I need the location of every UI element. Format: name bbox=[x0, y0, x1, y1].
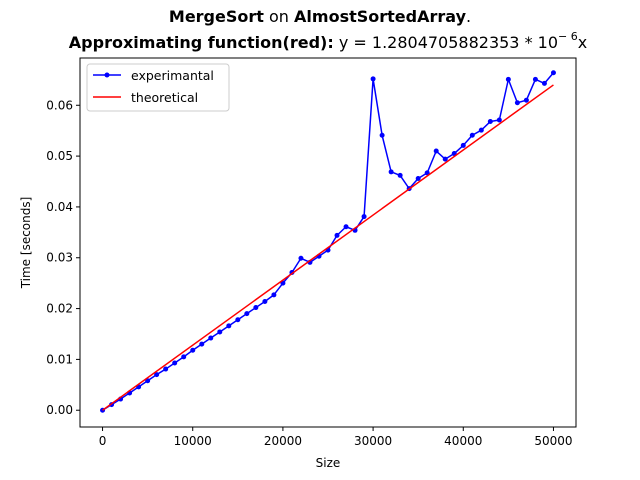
x-tick-label: 50000 bbox=[534, 434, 572, 448]
title-algorithm: MergeSort bbox=[169, 7, 264, 26]
data-point-experimantal bbox=[163, 366, 169, 372]
data-point-experimantal bbox=[388, 169, 394, 175]
y-axis-ticks: 0.00 0.01 0.02 0.03 0.04 0.05 0.06 bbox=[46, 98, 80, 417]
y-axis-label: Time [seconds] bbox=[19, 197, 33, 290]
title-dataset: AlmostSortedArray bbox=[294, 7, 467, 26]
title-formula: y = 1.2804705882353 * 10 bbox=[334, 33, 558, 52]
data-point-experimantal bbox=[181, 354, 187, 360]
data-point-experimantal bbox=[505, 76, 511, 82]
data-point-experimantal bbox=[334, 232, 340, 238]
y-tick-label: 0.00 bbox=[46, 403, 73, 417]
data-point-experimantal bbox=[415, 175, 421, 181]
series-line-theoretical bbox=[102, 84, 554, 411]
data-point-experimantal bbox=[397, 172, 403, 178]
data-point-experimantal bbox=[523, 97, 529, 103]
data-point-experimantal bbox=[478, 127, 484, 133]
data-point-experimantal bbox=[190, 347, 196, 353]
data-point-experimantal bbox=[370, 76, 376, 82]
data-point-experimantal bbox=[271, 292, 277, 298]
data-point-experimantal bbox=[343, 224, 349, 230]
y-tick-label: 0.04 bbox=[46, 200, 73, 214]
axes-frame bbox=[79, 57, 577, 428]
data-point-experimantal bbox=[469, 132, 475, 138]
data-point-experimantal bbox=[217, 329, 223, 335]
y-tick-label: 0.06 bbox=[46, 98, 73, 112]
title-variable: x bbox=[578, 33, 587, 52]
data-point-experimantal bbox=[496, 117, 502, 123]
legend-label-theoretical: theoretical bbox=[131, 90, 198, 105]
data-point-experimantal bbox=[487, 119, 493, 125]
data-point-experimantal bbox=[199, 341, 205, 347]
y-tick-label: 0.01 bbox=[46, 352, 73, 366]
legend-label-experimantal: experimantal bbox=[131, 68, 214, 83]
y-tick-label: 0.03 bbox=[46, 251, 73, 265]
plot-area bbox=[80, 58, 576, 427]
chart-title-line2: Approximating function(red): y = 1.28047… bbox=[69, 30, 587, 52]
data-point-experimantal bbox=[442, 156, 448, 162]
data-point-experimantal bbox=[541, 80, 547, 86]
title-exponent: − 6 bbox=[558, 30, 578, 43]
x-tick-label: 10000 bbox=[174, 434, 212, 448]
x-tick-label: 0 bbox=[99, 434, 107, 448]
x-axis-label: Size bbox=[316, 456, 341, 470]
legend: experimantal theoretical bbox=[86, 63, 230, 112]
data-point-experimantal bbox=[298, 255, 304, 261]
data-point-experimantal bbox=[361, 214, 367, 220]
data-point-experimantal bbox=[235, 317, 241, 323]
x-tick-label: 20000 bbox=[264, 434, 302, 448]
data-point-experimantal bbox=[379, 132, 385, 138]
title-connector: on bbox=[264, 7, 294, 26]
data-point-experimantal bbox=[253, 305, 259, 311]
data-point-experimantal bbox=[262, 298, 268, 304]
x-tick-label: 30000 bbox=[354, 434, 392, 448]
legend-marker-experimantal bbox=[104, 72, 110, 78]
x-tick-label: 40000 bbox=[444, 434, 482, 448]
title-end: . bbox=[466, 7, 471, 26]
chart-title-line1: MergeSort on AlmostSortedArray. bbox=[169, 7, 471, 26]
series-layer bbox=[100, 70, 556, 413]
data-point-experimantal bbox=[154, 372, 160, 378]
data-point-experimantal bbox=[424, 170, 430, 176]
legend-box bbox=[86, 63, 230, 112]
data-point-experimantal bbox=[172, 360, 178, 366]
data-point-experimantal bbox=[226, 323, 232, 329]
data-point-experimantal bbox=[460, 142, 466, 148]
y-tick-label: 0.02 bbox=[46, 302, 73, 316]
x-axis-ticks: 0 10000 20000 30000 40000 50000 bbox=[99, 427, 573, 448]
data-point-experimantal bbox=[550, 70, 556, 76]
y-tick-label: 0.05 bbox=[46, 149, 73, 163]
data-point-experimantal bbox=[532, 76, 538, 82]
data-point-experimantal bbox=[208, 335, 214, 341]
data-point-experimantal bbox=[244, 311, 250, 317]
title-approx-label: Approximating function(red): bbox=[69, 33, 334, 52]
data-point-experimantal bbox=[433, 148, 439, 154]
data-point-experimantal bbox=[514, 100, 520, 106]
